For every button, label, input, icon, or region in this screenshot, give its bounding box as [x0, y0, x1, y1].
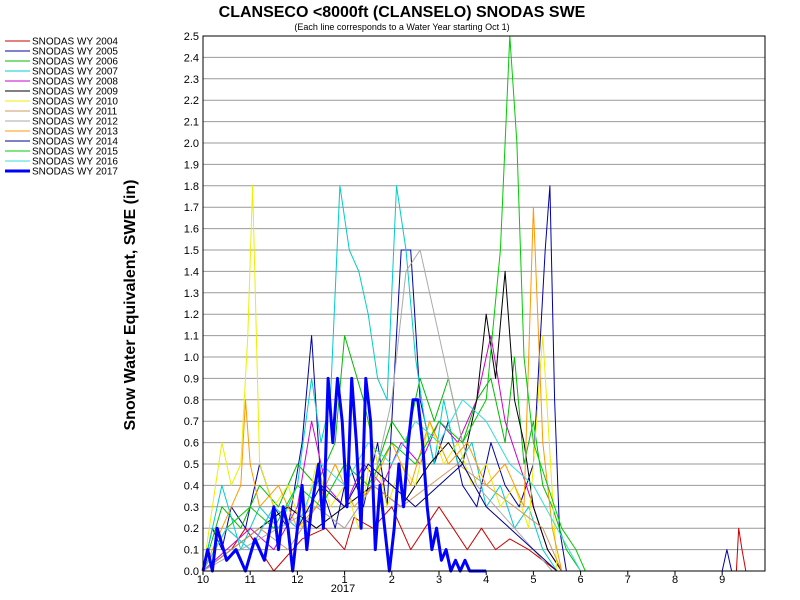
y-tick-label: 0.2 — [184, 523, 199, 535]
y-tick-label: 1.7 — [184, 202, 199, 214]
y-tick-label: 2.1 — [184, 117, 199, 129]
series-lines — [201, 35, 747, 573]
chart-subtitle: (Each line corresponds to a Water Year s… — [294, 22, 509, 32]
series-line — [202, 270, 563, 572]
y-tick-label: 1.6 — [184, 224, 199, 236]
x-tick-label: 2 — [389, 574, 395, 586]
y-tick-label: 2.0 — [184, 138, 199, 150]
y-tick-label: 0.9 — [184, 373, 199, 385]
x-tick-label: 10 — [197, 574, 209, 586]
legend-entry: SNODAS WY 2009 — [32, 87, 118, 98]
y-tick-label: 1.5 — [184, 245, 199, 257]
y-tick-label: 0.1 — [184, 545, 199, 557]
x-tick-label: 12 — [291, 574, 303, 586]
y-tick-label: 1.9 — [184, 159, 199, 171]
x-tick-label: 1 — [342, 574, 348, 586]
x-tick-label: 3 — [436, 574, 442, 586]
y-tick-label: 0.6 — [184, 438, 199, 450]
x-tick-label: 7 — [625, 574, 631, 586]
x-tick-label: 8 — [672, 574, 678, 586]
series-line — [202, 335, 582, 572]
x-tick-label: 4 — [483, 574, 489, 586]
legend-entry: SNODAS WY 2012 — [32, 117, 118, 128]
legend-entry: SNODAS WY 2016 — [32, 157, 118, 168]
y-tick-label: 0.8 — [184, 395, 199, 407]
series-line — [202, 399, 582, 572]
series-line — [202, 206, 563, 572]
legend-entry: SNODAS WY 2015 — [32, 147, 118, 158]
y-tick-label: 1.4 — [184, 266, 199, 278]
y-tick-label: 2.3 — [184, 74, 199, 86]
x-tick-label: 11 — [244, 574, 255, 586]
legend-entry: SNODAS WY 2017 — [32, 167, 118, 178]
y-tick-label: 2.4 — [184, 52, 199, 64]
legend-entry: SNODAS WY 2008 — [32, 77, 118, 88]
series-line — [202, 185, 558, 572]
series-line — [202, 335, 563, 572]
legend-entry: SNODAS WY 2011 — [32, 107, 118, 118]
y-axis-label: Snow Water Equivalent, SWE (in) — [122, 180, 139, 431]
x-tick-labels: 10 11 12 1 2 3 4 5 6 7 8 9 — [197, 571, 725, 586]
legend-entry: SNODAS WY 2007 — [32, 67, 118, 78]
series-line — [202, 185, 558, 572]
legend-entry: SNODAS WY 2013 — [32, 127, 118, 138]
series-line — [201, 376, 487, 573]
chart-title: CLANSECO <8000ft (CLANSELO) SNODAS SWE — [219, 4, 586, 21]
y-tick-label: 0.3 — [184, 502, 199, 514]
series-line — [202, 463, 563, 572]
y-tick-label: 1.3 — [184, 288, 199, 300]
legend-entry: SNODAS WY 2004 — [32, 37, 118, 48]
legend-entry: SNODAS WY 2005 — [32, 47, 118, 58]
plot-frame — [202, 35, 766, 572]
series-line — [202, 35, 586, 572]
y-tick-label: 0.4 — [184, 480, 199, 492]
x-tick-label: 6 — [578, 574, 584, 586]
legend-entry: SNODAS WY 2014 — [32, 137, 118, 148]
x-tick-label: 5 — [530, 574, 536, 586]
y-tick-label: 0.5 — [184, 459, 199, 471]
legend-entry: SNODAS WY 2006 — [32, 57, 118, 68]
y-tick-label: 1.0 — [184, 352, 199, 364]
y-tick-label: 1.1 — [184, 331, 199, 343]
y-tick-label: 0.7 — [184, 416, 199, 428]
x-tick-label: 9 — [719, 574, 725, 586]
y-tick-label: 1.8 — [184, 181, 199, 193]
grid-lines — [203, 35, 765, 572]
y-tick-label: 2.2 — [184, 95, 199, 107]
legend-entry: SNODAS WY 2010 — [32, 97, 118, 108]
y-tick-label: 2.5 — [184, 31, 199, 43]
x-year-label: 2017 — [331, 583, 355, 595]
y-tick-label: 1.2 — [184, 309, 199, 321]
y-tick-labels: 0.0 0.1 0.2 0.3 0.4 0.5 0.6 0.7 0.8 0.9 1.0 1.1 1.2 1… — [184, 31, 199, 578]
y-tick-label: 0.0 — [184, 566, 199, 578]
